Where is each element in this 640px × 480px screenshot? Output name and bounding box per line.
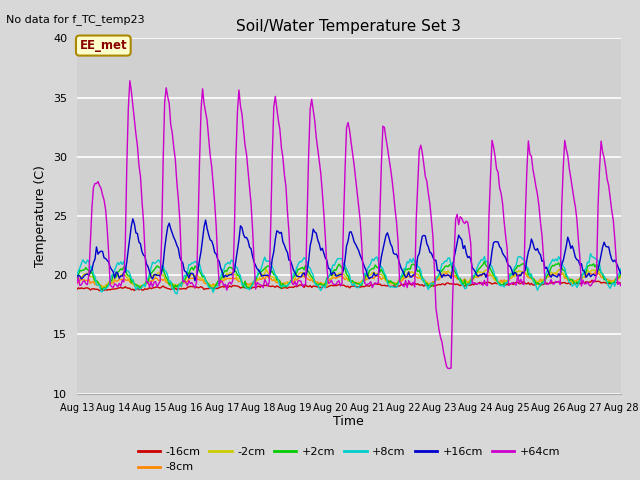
X-axis label: Time: Time — [333, 415, 364, 428]
Text: No data for f_TC_temp23: No data for f_TC_temp23 — [6, 14, 145, 25]
Title: Soil/Water Temperature Set 3: Soil/Water Temperature Set 3 — [236, 20, 461, 35]
Y-axis label: Temperature (C): Temperature (C) — [35, 165, 47, 267]
Text: EE_met: EE_met — [79, 39, 127, 52]
Legend: -16cm, -8cm, -2cm, +2cm, +8cm, +16cm, +64cm: -16cm, -8cm, -2cm, +2cm, +8cm, +16cm, +6… — [133, 443, 564, 477]
